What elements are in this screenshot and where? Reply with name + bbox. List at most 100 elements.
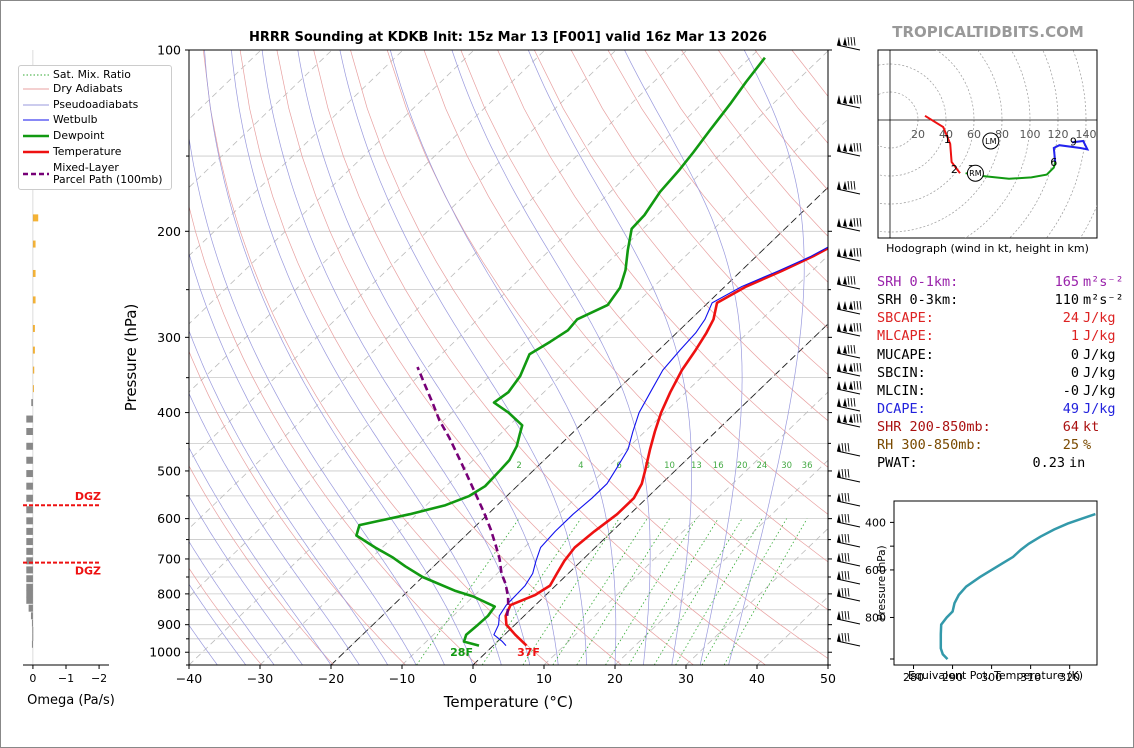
omega-bar <box>26 538 33 546</box>
dry-adiabat <box>423 50 828 563</box>
series-mixedlayer-line <box>416 366 510 616</box>
chart-title: HRRR Sounding at KDKB Init: 15z Mar 13 [… <box>249 30 767 45</box>
omega-bar <box>32 626 34 634</box>
theta-e-y-axis-label: Pressure (hPa) <box>876 545 888 620</box>
isotherm <box>189 50 759 598</box>
wind-barb <box>836 468 861 483</box>
mixing-ratio-line <box>723 518 808 665</box>
index-row: PWAT: 0.23 in <box>877 454 1124 472</box>
moist-adiabat <box>297 50 559 665</box>
index-row: MLCAPE: 1 J/kg <box>877 327 1124 345</box>
theta-e-x-tick-label: 310 <box>1020 671 1041 684</box>
storm-motion-lm-label: LM <box>985 137 996 146</box>
theta-e-frame <box>893 500 1098 666</box>
index-value: 1 <box>1070 328 1079 345</box>
index-label: MLCIN: <box>877 382 926 399</box>
legend-entry: Pseudoadiabats <box>53 98 139 111</box>
moist-adiabat <box>231 50 502 665</box>
index-label: SRH 0-1km: <box>877 274 959 290</box>
wind-barb <box>836 513 861 528</box>
moist-adiabat <box>189 252 417 665</box>
index-row: SBCAPE: 24 J/kg <box>877 309 1124 327</box>
moist-adiabat <box>728 50 805 665</box>
index-row: RH 300-850mb: 25% <box>877 436 1124 454</box>
omega-bar <box>26 415 33 423</box>
legend-entry: Mixed-Layer Parcel Path (100mb) <box>53 161 163 186</box>
dry-adiabat <box>497 50 828 468</box>
index-row: SRH 0-1km: 165 m²s⁻² <box>877 273 1124 291</box>
index-row: MLCIN: -0 J/kg <box>877 382 1124 400</box>
hodograph-ring-label: 100 <box>1020 128 1041 141</box>
wind-barb <box>836 632 861 647</box>
isotherm <box>189 50 688 530</box>
index-row: SHR 200-850mb: 64 kt <box>877 418 1124 436</box>
omega-bar <box>32 296 36 304</box>
mixing-ratio-line <box>701 518 787 665</box>
index-value: 0 <box>1070 346 1079 363</box>
dry-adiabat <box>607 50 828 329</box>
mixing-ratio-line <box>653 518 743 665</box>
moist-adiabat <box>189 329 389 665</box>
surface-temperature-label: 37F <box>517 646 540 659</box>
isotherm-highlight <box>330 186 828 665</box>
y-tick-label: 700 <box>157 551 181 566</box>
mixing-ratio-line <box>675 518 763 665</box>
indices-panel: SRH 0-1km: 165 m²s⁻² SRH 0-3km: 110 m²s⁻² SBCA… <box>877 273 1124 473</box>
moist-adiabat <box>451 50 651 665</box>
surface-dewpoint-label: 28F <box>450 646 473 659</box>
y-tick-label: 600 <box>157 511 181 526</box>
moist-adiabat <box>189 135 445 665</box>
y-tick-label: 200 <box>157 224 181 239</box>
mixing-ratio-label: 6 <box>616 461 621 471</box>
moist-adiabat <box>624 50 743 665</box>
storm-motion-lm <box>982 132 1000 150</box>
hodograph-height-label: 6 <box>1050 156 1057 169</box>
index-value: 24 <box>1062 310 1079 327</box>
hodograph-ring-label: 60 <box>967 128 981 141</box>
skewt-axes: −40 −30 −20 −10 0 10 20 30 40 50 100 200 300 400 500 60… <box>122 36 862 711</box>
hodograph-ring-label: 140 <box>1076 128 1097 141</box>
wind-barb <box>836 217 862 232</box>
omega-bar <box>32 269 36 277</box>
omega-bar <box>26 482 33 490</box>
skewt-series: 28F 37F <box>355 56 828 659</box>
wind-barb <box>836 570 861 585</box>
skewt-background: 2 4 6 8 10 13 16 20 24 30 36 <box>189 50 828 665</box>
omega-tick-label: −2 <box>91 672 107 685</box>
index-unit: in <box>1069 455 1086 472</box>
index-row: SBCIN: 0 J/kg <box>877 364 1124 382</box>
omega-bar <box>26 442 33 450</box>
index-label: SRH 0-3km: <box>877 292 959 309</box>
omega-bar <box>26 596 33 604</box>
x-tick-label: −40 <box>176 671 202 686</box>
dry-adiabat <box>386 50 828 611</box>
moist-adiabat <box>389 50 617 665</box>
omega-bar <box>28 604 33 612</box>
x-tick-label: 20 <box>607 671 623 686</box>
storm-motion-rm <box>966 164 984 182</box>
moist-adiabat <box>339 50 587 665</box>
wind-barb <box>836 344 861 359</box>
skewt-frame <box>188 49 829 666</box>
index-value: 64 <box>1062 419 1079 436</box>
legend-entry: Dewpoint <box>53 129 105 142</box>
wind-barb <box>836 380 862 395</box>
legend-entry: Temperature <box>53 145 122 158</box>
index-unit: m²s⁻² <box>1083 292 1124 309</box>
index-label: SBCIN: <box>877 364 926 381</box>
moist-adiabat <box>189 583 247 665</box>
series-wetbulb-line <box>493 246 828 646</box>
mixing-ratio-line <box>552 518 648 665</box>
wind-barb <box>836 397 861 412</box>
hodograph-rings <box>878 50 1097 238</box>
y-tick-label: 400 <box>157 405 181 420</box>
wind-barb <box>836 362 862 377</box>
mixing-ratio-label: 24 <box>757 461 768 471</box>
omega-tick-label: −1 <box>58 672 74 685</box>
index-label: MLCAPE: <box>877 328 934 345</box>
wind-barb <box>836 275 861 290</box>
brand-logo: TROPICALTIDBITS.COM <box>892 23 1084 41</box>
legend-entry: Dry Adiabats <box>53 82 123 95</box>
index-unit: kt <box>1083 419 1100 436</box>
